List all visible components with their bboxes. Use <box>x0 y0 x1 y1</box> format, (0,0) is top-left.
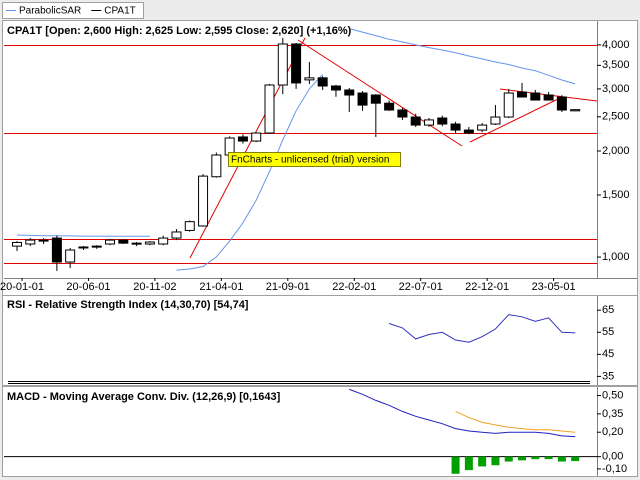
chart-title: CPA1T [Open: 2,600 High: 2,625 Low: 2,59… <box>7 25 352 37</box>
candle-body <box>251 132 262 142</box>
y-tick-label: -0,10 <box>602 463 627 475</box>
y-tick-label: 2,000 <box>602 145 630 157</box>
x-tick-label: 20-06-01 <box>66 281 110 293</box>
histogram-bar <box>464 456 473 471</box>
candle-body <box>556 96 567 111</box>
histogram-bar <box>557 456 566 462</box>
candle-body <box>171 231 182 239</box>
histogram-bar <box>451 456 460 474</box>
watermark-box <box>228 152 401 167</box>
candle-body <box>211 154 222 178</box>
watermark: FnCharts - unlicensed (trial) version <box>231 155 389 166</box>
candle-body <box>477 124 488 131</box>
candle-body <box>410 116 421 126</box>
legend-label: CPA1T <box>104 6 136 17</box>
series-line <box>16 28 576 271</box>
x-tick-label: 22-07-01 <box>399 281 443 293</box>
y-tick-label: 0,50 <box>602 389 623 401</box>
candle-body <box>264 84 275 134</box>
series-line <box>349 388 576 438</box>
candle-body <box>503 92 514 118</box>
candle-body <box>517 91 528 98</box>
histogram-bar <box>544 456 553 460</box>
y-tick-label: 0,35 <box>602 408 623 420</box>
candle-body <box>450 123 461 131</box>
macd-panel <box>2 386 638 477</box>
trend-line <box>469 97 561 143</box>
x-tick-label: 23-05-01 <box>532 281 576 293</box>
candle-body <box>118 239 129 244</box>
candle-body <box>277 43 288 86</box>
candle-body <box>198 175 209 227</box>
y-tick-label: 2,500 <box>602 111 630 123</box>
rsi-title: RSI - Relative Strength Index (14,30,70)… <box>7 299 249 311</box>
histogram-bar <box>504 456 513 462</box>
x-tick-label: 20-11-02 <box>133 281 176 293</box>
histogram-bar <box>518 456 527 461</box>
y-tick-label: 1,500 <box>602 189 630 201</box>
candle-body <box>91 245 102 248</box>
candle-body <box>12 241 22 247</box>
candle-body <box>144 241 155 245</box>
y-tick-label: 4,000 <box>602 39 630 51</box>
candle-body <box>490 116 501 125</box>
macd-title: MACD - Moving Average Conv. Div. (12,26,… <box>7 391 281 403</box>
candle-body <box>570 109 581 112</box>
candle-body <box>463 129 474 134</box>
candle-body <box>317 77 328 87</box>
series-line <box>388 314 576 343</box>
histogram-bar <box>571 456 580 462</box>
y-tick-label: 1,000 <box>602 251 630 263</box>
marks: 1,000 1,500 2,000 2,500 3,000 3,500 4,000 20-01… <box>0 28 630 475</box>
candle-body <box>131 242 142 245</box>
candle-body <box>105 239 116 245</box>
x-tick-label: 22-02-01 <box>332 281 376 293</box>
candle-body <box>184 221 195 231</box>
x-tick-label: 20-01-01 <box>0 281 44 293</box>
candle-body <box>304 77 315 81</box>
x-tick-label: 21-09-01 <box>266 281 310 293</box>
drawings <box>4 37 598 264</box>
candle-body <box>291 43 302 84</box>
candle-body <box>397 109 408 118</box>
histogram-bar <box>491 456 500 466</box>
x-tick-label: 22-12-01 <box>465 281 509 293</box>
candle-body <box>543 94 554 101</box>
histogram-bar <box>478 456 487 467</box>
candle-body <box>330 85 341 91</box>
histogram-bar <box>531 456 540 460</box>
candle-body <box>530 92 541 101</box>
candle-body <box>437 117 448 125</box>
y-tick-label: 55 <box>602 326 614 338</box>
x-tick-label: 21-04-01 <box>199 281 243 293</box>
y-tick-label: 65 <box>602 304 614 316</box>
y-tick-label: 45 <box>602 348 614 360</box>
y-tick-label: 35 <box>602 370 614 382</box>
candle-body <box>237 136 248 142</box>
candle-body <box>423 119 434 126</box>
legend-label: ParabolicSAR <box>19 6 81 17</box>
y-tick-label: 0,20 <box>602 426 623 438</box>
legend-box <box>2 2 144 19</box>
trend-line <box>297 39 463 147</box>
candle-body <box>357 92 368 106</box>
rsi-panel <box>2 295 638 386</box>
candle-body <box>65 249 76 263</box>
candle-body <box>384 102 395 111</box>
y-tick-label: 3,500 <box>602 59 630 71</box>
y-tick-label: 0,00 <box>602 451 623 463</box>
y-tick-label: 3,000 <box>602 83 630 95</box>
candle-body <box>370 94 381 104</box>
series-line <box>455 410 576 433</box>
candle-body <box>25 239 36 245</box>
candle-body <box>158 237 169 245</box>
candle-body <box>38 239 49 242</box>
candle-body <box>344 89 355 96</box>
candle-body <box>51 237 62 263</box>
candle-body <box>78 246 89 249</box>
